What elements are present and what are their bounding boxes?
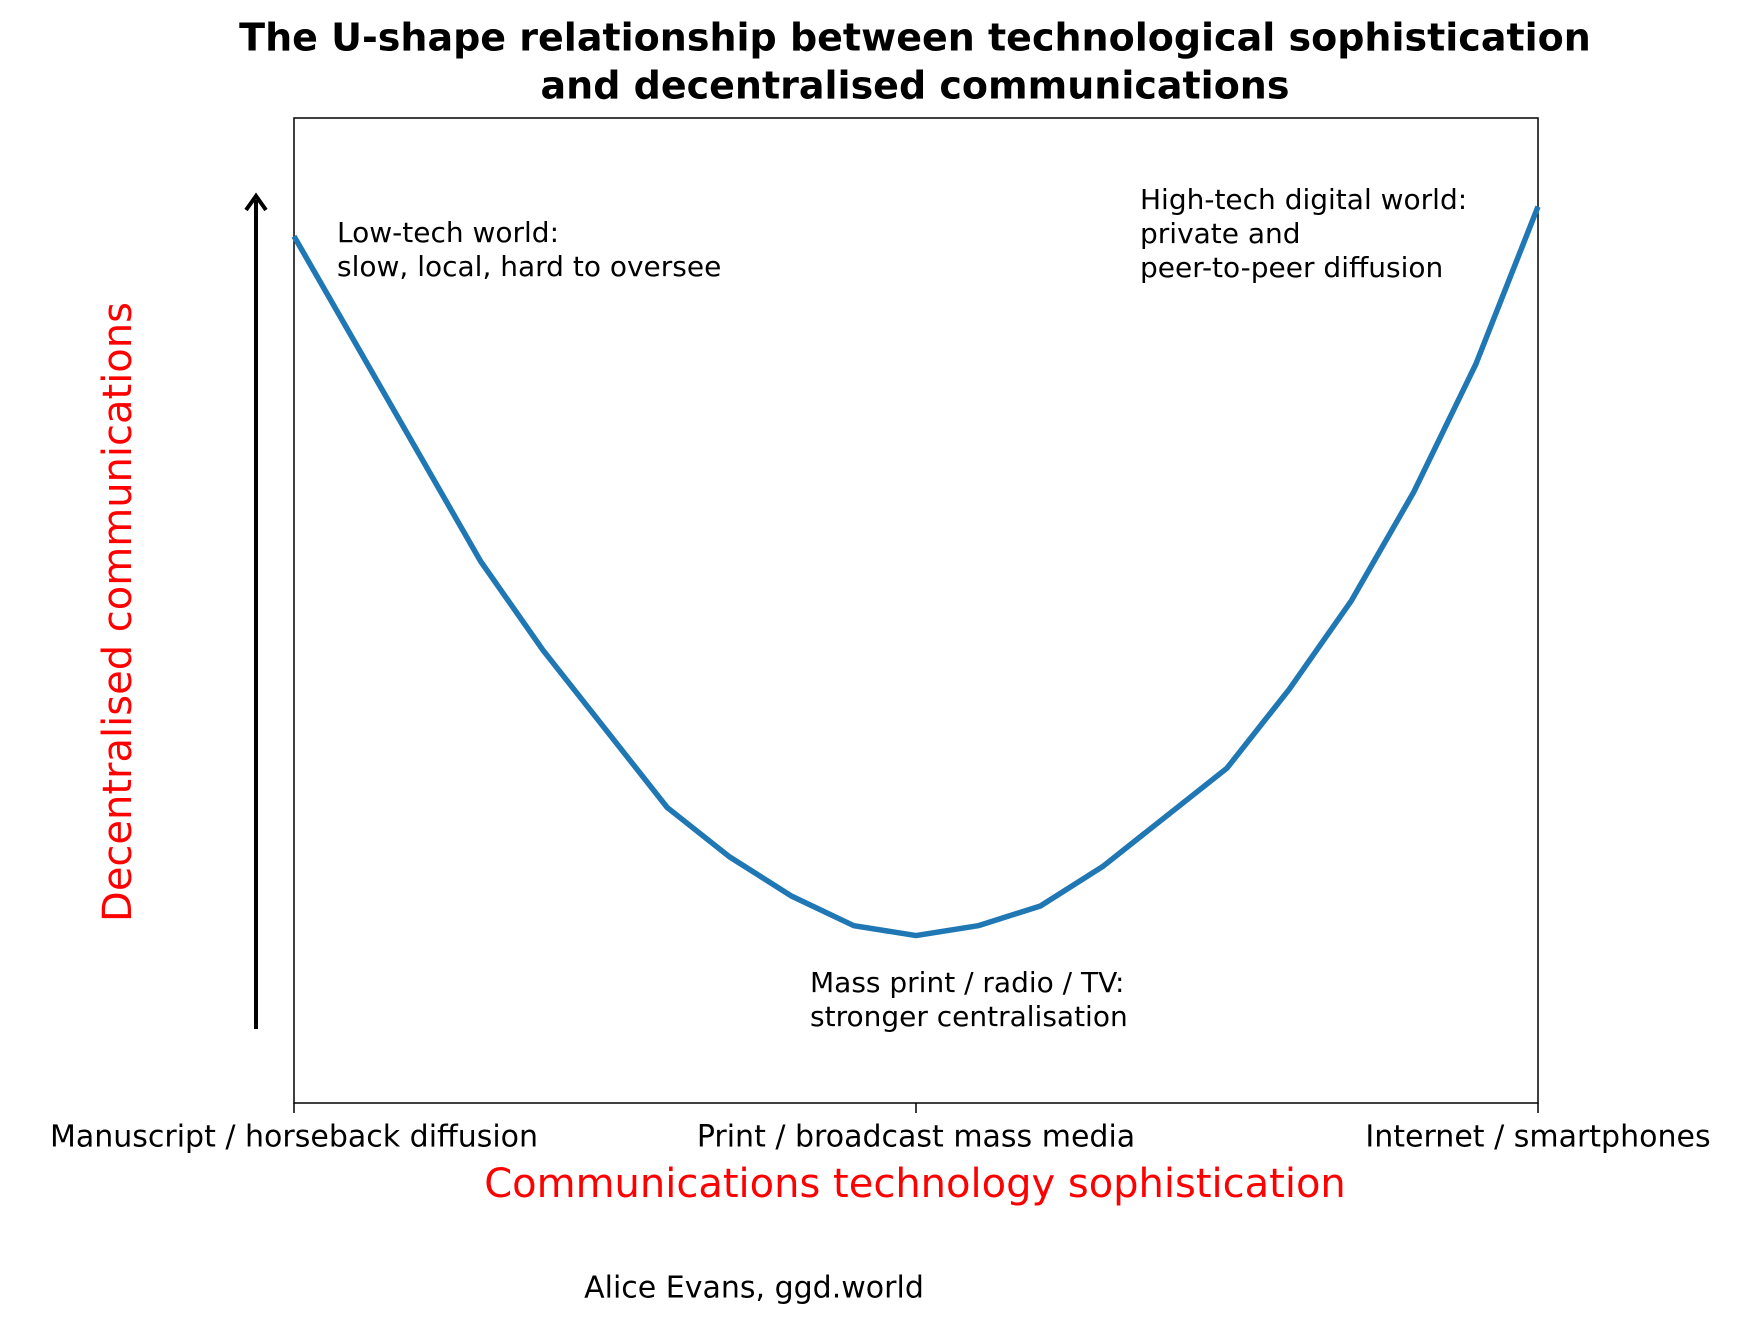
- chart-title: and decentralised communications: [541, 64, 1290, 108]
- annotation: High-tech digital world:: [1140, 183, 1467, 216]
- annotation: slow, local, hard to oversee: [337, 250, 721, 283]
- x-tick-label: Internet / smartphones: [1365, 1120, 1710, 1155]
- axis-arrow-head: [244, 192, 268, 212]
- annotation: stronger centralisation: [810, 1000, 1128, 1033]
- chart-title: The U-shape relationship between technol…: [239, 16, 1591, 60]
- annotation: Low-tech world:: [337, 216, 559, 249]
- annotation: private and: [1140, 217, 1301, 250]
- y-axis-label: Decentralised communications: [95, 302, 141, 922]
- x-axis-label: Communications technology sophistication: [484, 1161, 1346, 1207]
- line: [291, 205, 1541, 939]
- annotation: Mass print / radio / TV:: [810, 966, 1124, 999]
- annotation: peer-to-peer diffusion: [1140, 251, 1443, 284]
- x-tick-label: Print / broadcast mass media: [697, 1120, 1135, 1155]
- x-tick-label: Manuscript / horseback diffusion: [50, 1120, 538, 1155]
- source: Alice Evans, ggd.world: [584, 1271, 924, 1306]
